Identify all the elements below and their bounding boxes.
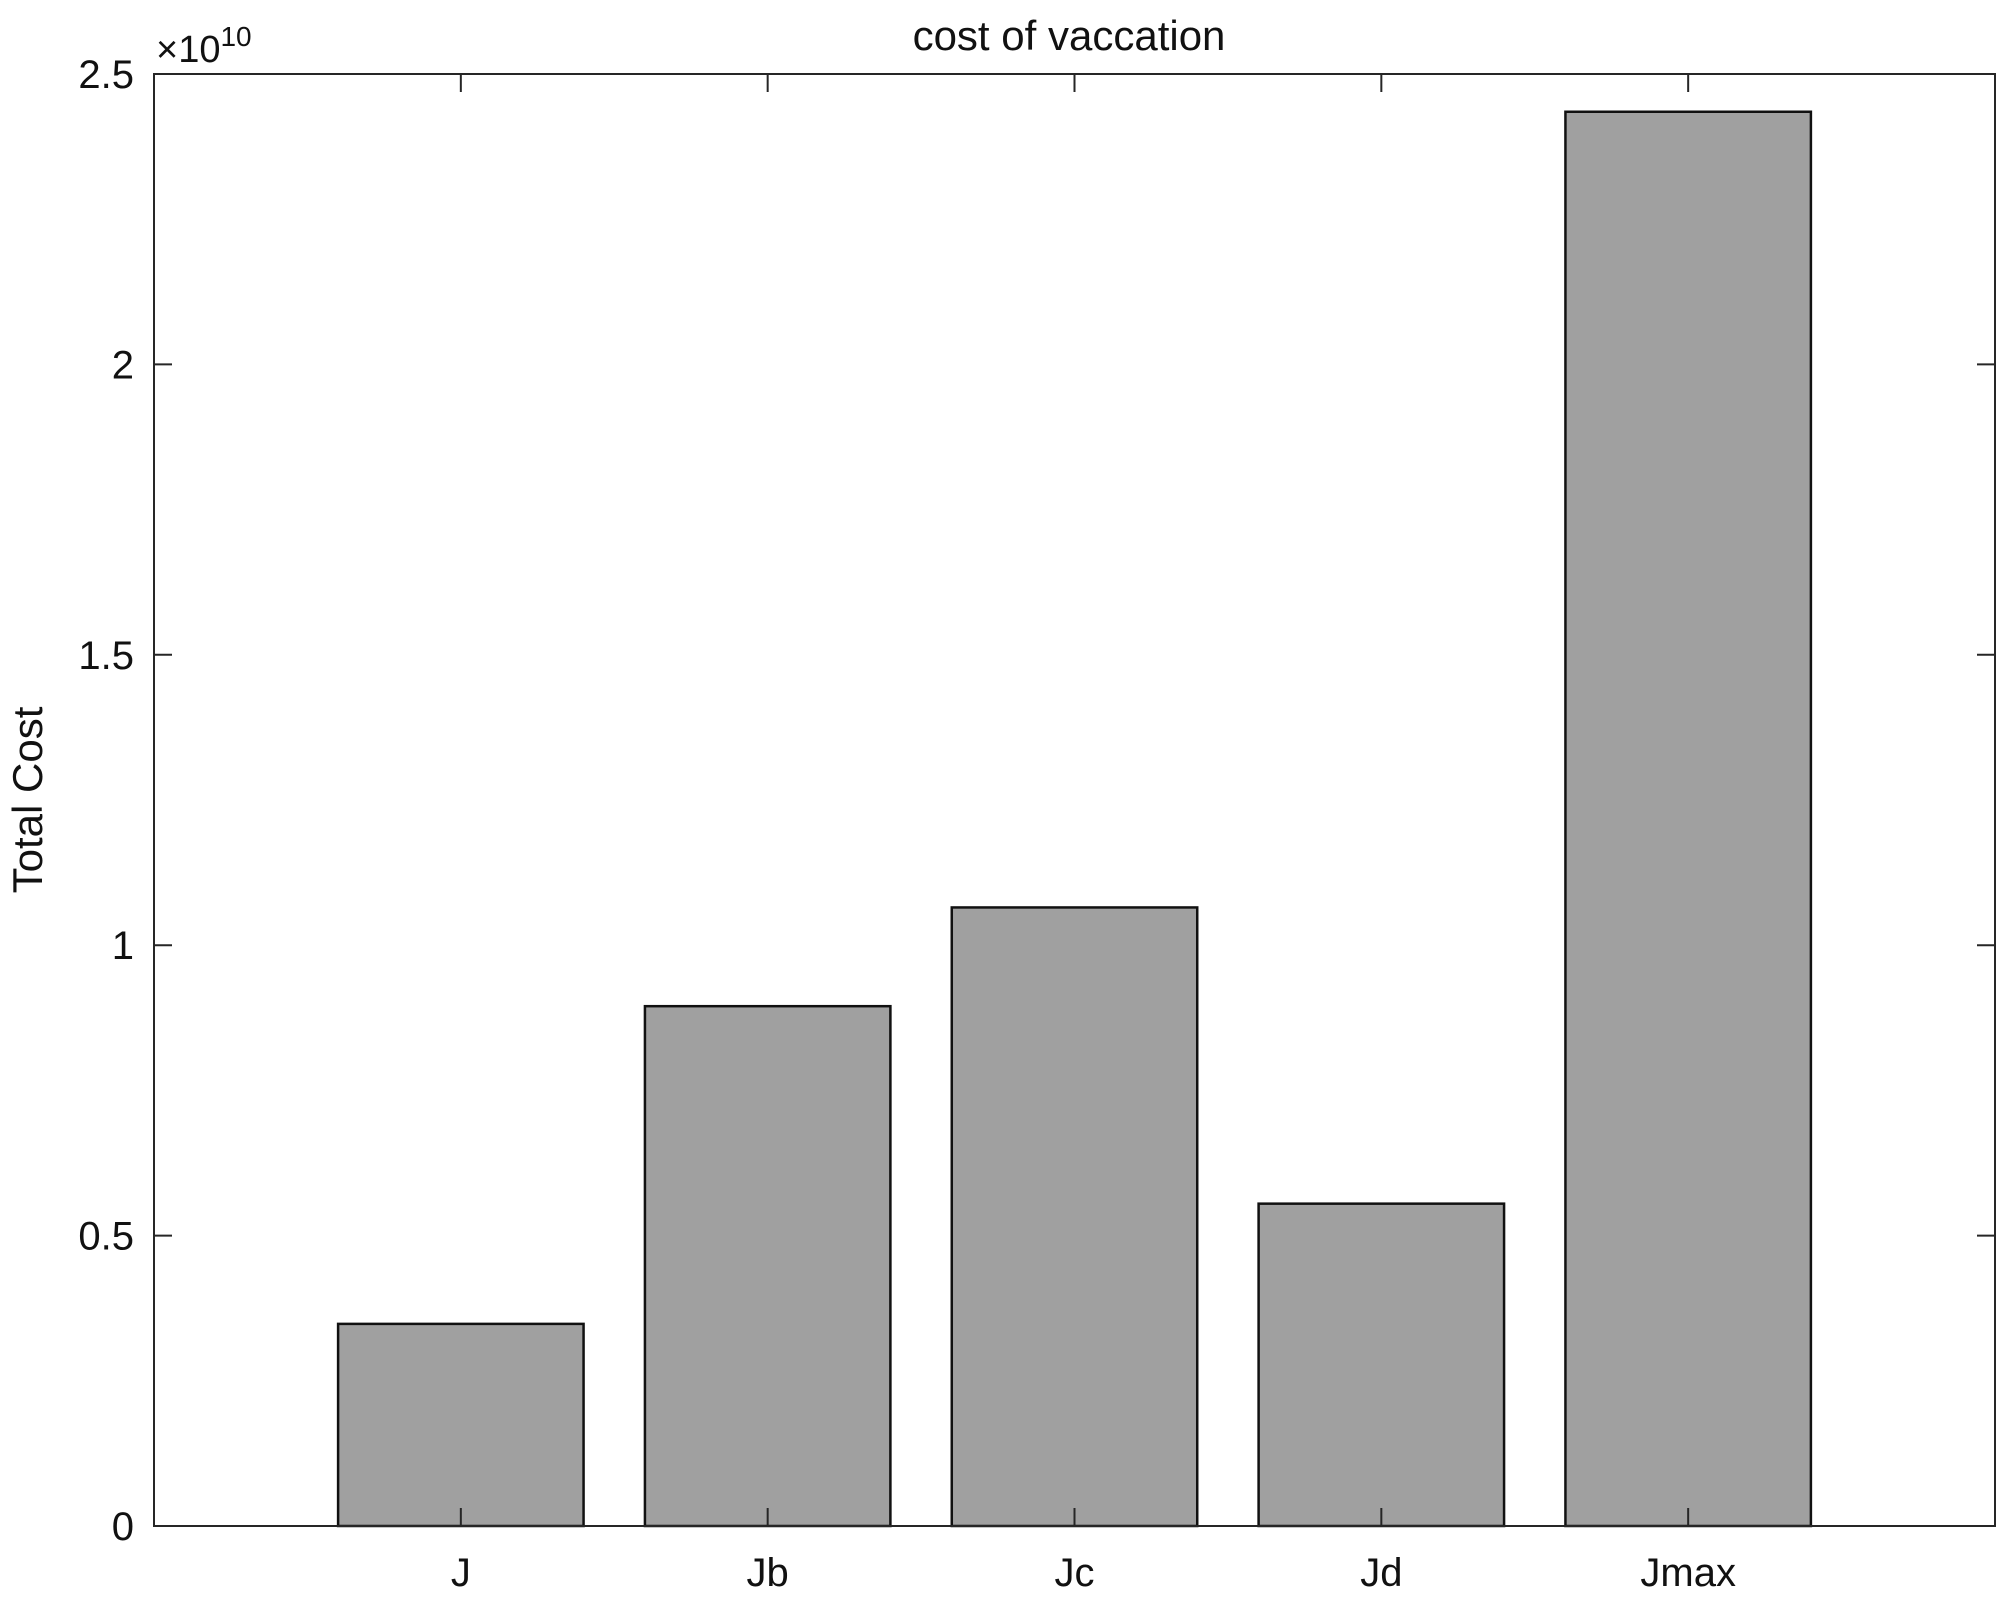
y-tick-label: 0.5 [78, 1215, 134, 1259]
x-axis-ticks: J Jb Jc Jd Jmax [451, 74, 1736, 1595]
y-tick-label: 1 [112, 924, 134, 968]
bar-jd [1257, 1202, 1506, 1528]
y-axis-exponent-label: ×1010 [156, 21, 252, 71]
x-tick-label-jc: Jc [1055, 1551, 1095, 1595]
y-tick-label: 0 [112, 1505, 134, 1549]
y-exponent-base: ×10 [156, 29, 220, 71]
y-axis-title: Total Cost [4, 706, 51, 893]
bar-series [336, 110, 1813, 1528]
y-tick-label: 2.5 [78, 53, 134, 97]
y-tick-label: 1.5 [78, 634, 134, 678]
x-tick-label-j: J [451, 1551, 471, 1595]
x-tick-label-jd: Jd [1360, 1551, 1402, 1595]
bar-jb [643, 1004, 892, 1528]
bar-jc [950, 906, 1199, 1528]
x-tick-label-jmax: Jmax [1640, 1551, 1736, 1595]
y-exponent-power: 10 [220, 21, 251, 52]
x-tick-label-jb: Jb [747, 1551, 789, 1595]
plot-area-frame [153, 73, 1996, 1527]
bar-j [336, 1322, 585, 1528]
bar-jmax [1564, 110, 1813, 1528]
y-tick-label: 2 [112, 343, 134, 387]
svg-text:×1010: ×1010 [156, 21, 252, 71]
chart-title: cost of vaccation [913, 12, 1226, 59]
